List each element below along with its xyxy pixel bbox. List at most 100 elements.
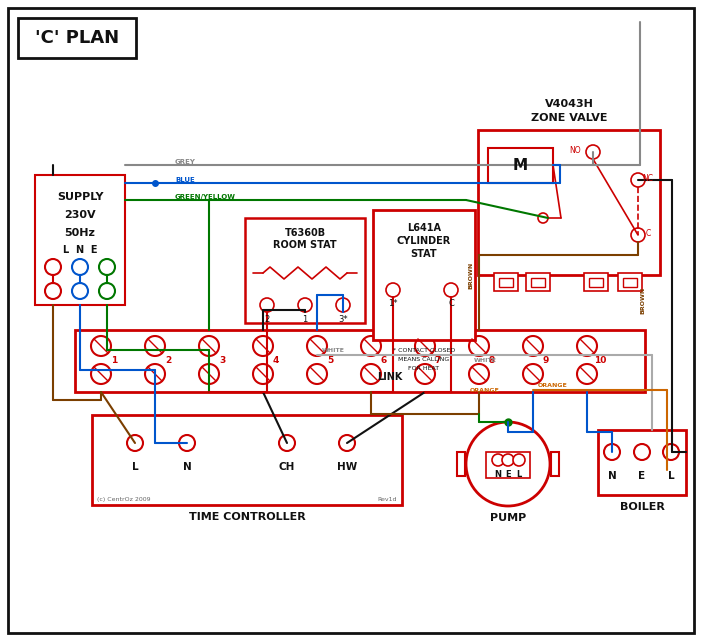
Bar	[551, 452, 559, 476]
Text: BROWN: BROWN	[468, 262, 474, 288]
Text: 1: 1	[303, 315, 307, 324]
Text: C: C	[645, 228, 651, 238]
Text: ORANGE: ORANGE	[470, 388, 500, 392]
Text: WHITE: WHITE	[474, 358, 496, 363]
Text: BOILER: BOILER	[620, 502, 664, 512]
Circle shape	[502, 454, 514, 466]
Text: 6: 6	[381, 356, 387, 365]
Text: 'C' PLAN: 'C' PLAN	[35, 29, 119, 47]
Text: * CONTACT CLOSED: * CONTACT CLOSED	[393, 347, 455, 353]
Circle shape	[361, 336, 381, 356]
Bar	[478, 130, 660, 275]
Bar	[373, 210, 475, 340]
Circle shape	[253, 336, 273, 356]
Text: FOR HEAT: FOR HEAT	[409, 365, 439, 370]
Bar	[75, 330, 645, 392]
Circle shape	[45, 283, 61, 299]
Bar	[486, 452, 530, 478]
Text: L  N  E: L N E	[62, 245, 98, 255]
Text: HW: HW	[337, 462, 357, 472]
Circle shape	[279, 435, 295, 451]
Bar	[526, 273, 550, 291]
Text: TIME CONTROLLER: TIME CONTROLLER	[189, 512, 305, 522]
Text: ORANGE: ORANGE	[538, 383, 568, 388]
Circle shape	[307, 364, 327, 384]
Circle shape	[145, 364, 165, 384]
Text: 1: 1	[111, 356, 117, 365]
Text: ZONE VALVE: ZONE VALVE	[531, 113, 607, 123]
Text: M: M	[512, 158, 528, 172]
Circle shape	[386, 283, 400, 297]
Circle shape	[253, 364, 273, 384]
Text: E: E	[638, 471, 646, 481]
Text: 9: 9	[543, 356, 549, 365]
Text: BLUE: BLUE	[175, 177, 194, 183]
Text: L: L	[668, 471, 675, 481]
Text: 3: 3	[219, 356, 225, 365]
Circle shape	[91, 336, 111, 356]
Circle shape	[336, 298, 350, 312]
Text: (c) CentrOz 2009: (c) CentrOz 2009	[97, 497, 151, 501]
Circle shape	[72, 259, 88, 275]
Text: WHITE: WHITE	[322, 347, 345, 353]
Bar	[598, 430, 686, 495]
Text: E: E	[505, 469, 511, 478]
Bar	[618, 273, 642, 291]
Circle shape	[99, 259, 115, 275]
Bar	[457, 452, 465, 476]
Circle shape	[634, 444, 650, 460]
Bar	[499, 278, 513, 287]
Circle shape	[492, 454, 504, 466]
Circle shape	[199, 364, 219, 384]
Bar	[584, 273, 608, 291]
Circle shape	[199, 336, 219, 356]
Text: GREEN/YELLOW: GREEN/YELLOW	[175, 194, 236, 200]
Text: L: L	[517, 469, 522, 478]
Bar	[589, 278, 603, 287]
Text: ROOM STAT: ROOM STAT	[273, 240, 337, 250]
Circle shape	[127, 435, 143, 451]
Circle shape	[415, 336, 435, 356]
Circle shape	[179, 435, 195, 451]
Bar	[494, 273, 518, 291]
Circle shape	[469, 364, 489, 384]
Bar	[245, 218, 365, 323]
Circle shape	[99, 283, 115, 299]
Circle shape	[444, 283, 458, 297]
Text: L641A: L641A	[407, 223, 441, 233]
Circle shape	[298, 298, 312, 312]
Text: V4043H: V4043H	[545, 99, 593, 109]
Circle shape	[145, 336, 165, 356]
Text: CH: CH	[279, 462, 295, 472]
Text: SUPPLY: SUPPLY	[57, 192, 103, 202]
Text: 1*: 1*	[388, 299, 398, 308]
Circle shape	[513, 454, 525, 466]
Text: GREY: GREY	[175, 159, 196, 165]
Circle shape	[523, 336, 543, 356]
Circle shape	[538, 213, 548, 223]
Bar	[623, 278, 637, 287]
Circle shape	[91, 364, 111, 384]
Text: 2: 2	[165, 356, 171, 365]
Text: C: C	[448, 299, 454, 308]
Text: T6360B: T6360B	[284, 228, 326, 238]
Text: 8: 8	[489, 356, 495, 365]
Text: NC: NC	[642, 174, 654, 183]
Circle shape	[523, 364, 543, 384]
Bar	[92, 415, 402, 505]
Circle shape	[466, 422, 550, 506]
Circle shape	[469, 336, 489, 356]
Bar	[531, 278, 545, 287]
Text: 230V: 230V	[64, 210, 95, 220]
Text: NO: NO	[569, 146, 581, 154]
Bar	[35, 175, 125, 305]
Text: 2: 2	[265, 315, 270, 324]
Text: 3*: 3*	[338, 315, 347, 324]
Text: MEANS CALLING: MEANS CALLING	[398, 356, 449, 362]
Circle shape	[415, 364, 435, 384]
Circle shape	[604, 444, 620, 460]
Text: 5: 5	[327, 356, 333, 365]
Circle shape	[631, 173, 645, 187]
Bar	[18, 18, 136, 58]
Text: BROWN: BROWN	[640, 287, 646, 313]
